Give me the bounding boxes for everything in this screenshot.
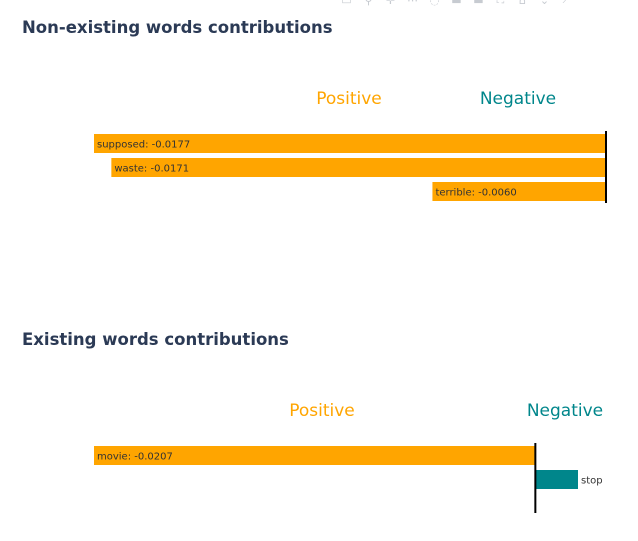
zoom-out-icon[interactable]: ▬ [473, 0, 484, 7]
reset-icon[interactable]: ⌂ [519, 0, 526, 7]
bar-waste [111, 158, 607, 177]
chart-existing-svg: Positive Negative movie: -0.0207 stop [94, 401, 603, 513]
pan-icon[interactable]: ✛ [385, 0, 396, 7]
chart-non-existing: Positive Negative supposed: -0.0177 waste: … [0, 70, 638, 230]
chart-non-existing-svg: Positive Negative supposed: -0.0177 waste: … [94, 89, 607, 203]
zoom-icon[interactable]: ⚲ [364, 0, 373, 7]
bar-label-supposed: supposed: -0.0177 [97, 140, 190, 151]
section-title-non-existing: Non-existing words contributions [22, 18, 333, 37]
select-icon[interactable]: ◌ [429, 0, 440, 7]
legend-positive: Positive [316, 89, 382, 109]
zoom-in-icon[interactable]: ▬ [451, 0, 462, 7]
chart-toolbar: ▭ ⚲ ✛ ⋯ ◌ ▬ ▬ ⛶ ⌂ ⌄ ⟋ [340, 0, 638, 7]
hover-icon[interactable]: ⟋ [560, 0, 573, 7]
bar-label-waste: waste: -0.0171 [114, 164, 189, 175]
bar-label-stop: stop [581, 476, 603, 487]
bar-label-terrible: terrible: -0.0060 [435, 188, 516, 199]
bar-terrible [432, 182, 606, 201]
bar-movie [94, 446, 536, 465]
lasso-icon[interactable]: ⋯ [407, 0, 418, 7]
bar-supposed [94, 134, 606, 153]
spike-icon[interactable]: ⌄ [539, 0, 550, 7]
section-title-existing: Existing words contributions [22, 330, 289, 349]
legend-negative: Negative [480, 89, 556, 109]
legend-positive: Positive [289, 401, 355, 421]
camera-icon[interactable]: ▭ [341, 0, 352, 7]
bar-stop [535, 470, 578, 489]
bar-label-movie: movie: -0.0207 [97, 452, 173, 463]
autoscale-icon[interactable]: ⛶ [494, 0, 507, 7]
legend-negative: Negative [527, 401, 603, 421]
chart-existing: Positive Negative movie: -0.0207 stop [0, 382, 638, 532]
